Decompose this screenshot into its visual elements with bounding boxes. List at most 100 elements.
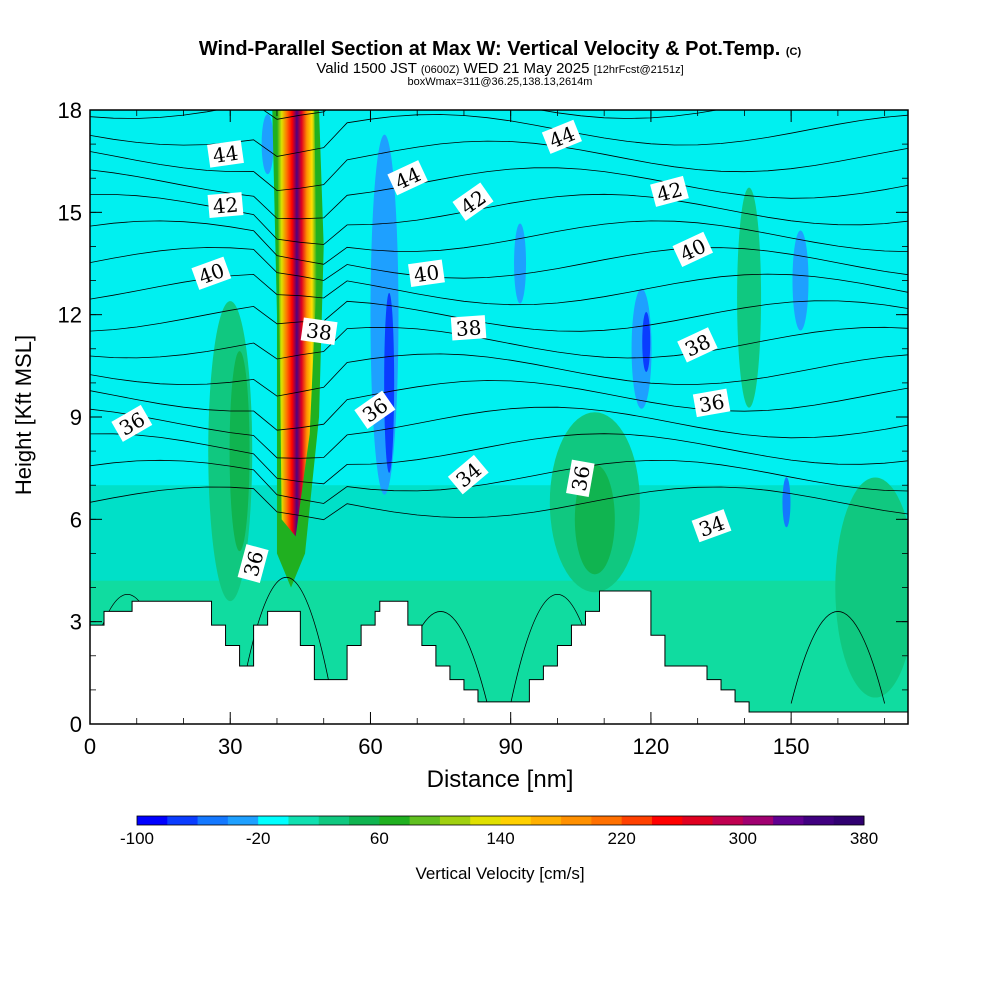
isentrope-label-box	[207, 140, 244, 168]
colorbar-swatch	[651, 816, 683, 825]
colorbar-swatch	[773, 816, 804, 825]
isentrope-line	[90, 167, 908, 220]
field-layer	[90, 110, 908, 724]
isentrope-line	[790, 611, 886, 704]
y-tick-label: 3	[70, 610, 82, 635]
colorbar-swatch	[712, 816, 744, 825]
isentrope-line	[90, 459, 908, 504]
isentrope-label-text: 40	[412, 260, 441, 287]
isentrope-line	[90, 353, 908, 397]
colorbar-swatch	[530, 816, 562, 825]
isentrope-label: 36	[692, 388, 731, 417]
colorbar-swatch	[379, 816, 411, 825]
valid-utc: (0600Z)	[420, 64, 460, 76]
isentrope-label: 36	[566, 459, 595, 498]
colorbar-tick-label: 300	[729, 829, 757, 848]
colorbar-tick-label: 220	[607, 829, 635, 848]
isentrope-line	[90, 406, 908, 459]
isentrope-line	[239, 576, 334, 704]
isentrope-label-box	[387, 160, 428, 196]
colorbar-swatch	[470, 816, 501, 825]
colorbar-swatch	[803, 816, 835, 825]
colorbar-tick-label: -100	[120, 829, 154, 848]
isentrope-label-box	[541, 119, 582, 154]
valid-time-line: Valid 1500 JST (0600Z) WED 21 May 2025 […	[0, 60, 1000, 77]
isentrope-label: 40	[191, 256, 232, 290]
x-tick-label: 90	[498, 734, 522, 759]
isentrope-line	[90, 220, 908, 265]
isentrope-label-box	[191, 256, 232, 290]
colorbar-swatch	[500, 816, 532, 825]
colorbar-label: Vertical Velocity [cm/s]	[415, 864, 585, 883]
downdraft-small	[514, 223, 527, 304]
valid-date: WED 21 May 2025	[463, 60, 590, 77]
isentrope-label-box	[450, 315, 487, 341]
isentrope-label-text: 44	[211, 141, 240, 168]
colorbar-swatch	[833, 816, 865, 825]
isentrope-label: 44	[207, 140, 244, 168]
colorbar-tick-label: 380	[850, 829, 878, 848]
y-tick-label: 15	[58, 200, 82, 225]
isentrope-label: 38	[300, 317, 338, 345]
isentrope-label: 42	[207, 192, 244, 219]
forecast-info: [12hrFcst@2151z]	[593, 64, 684, 76]
isentrope-label-box	[650, 175, 689, 207]
downdraft-mid-core	[642, 311, 651, 372]
isentrope-line	[90, 300, 908, 332]
isentrope-label-text: 38	[305, 318, 334, 345]
colorbar-swatch	[137, 816, 168, 825]
isentrope-label-box	[677, 327, 718, 363]
downdraft-right	[792, 230, 809, 331]
isentrope-label-box	[408, 259, 445, 287]
isentrope-label-box	[207, 192, 244, 218]
isentrope-label-box	[452, 182, 494, 221]
colorbar-swatch	[258, 816, 289, 825]
x-tick-label: 150	[773, 734, 810, 759]
isentrope-label-text: 36	[567, 464, 595, 493]
isentrope-line	[90, 326, 908, 360]
colorbar-swatch	[288, 816, 320, 825]
downdraft-top	[261, 114, 274, 175]
isentrope-label: 38	[450, 315, 487, 341]
isentrope-label: 40	[408, 259, 445, 287]
chart-title: Wind-Parallel Section at Max W: Vertical…	[0, 38, 1000, 61]
green-region-right	[835, 477, 908, 698]
y-tick-label: 12	[58, 303, 82, 328]
isentrope-line	[90, 247, 908, 281]
colorbar: -100 -20 60 140 220 300 380	[120, 815, 878, 848]
isentrope-label-text: 42	[212, 192, 239, 218]
colorbar-swatch	[409, 816, 441, 825]
x-tick-label: 30	[218, 734, 242, 759]
colorbar-swatch	[561, 816, 592, 825]
y-tick-label: 0	[70, 712, 82, 737]
isentrope-line	[90, 380, 908, 431]
copyright-mark: (C)	[785, 46, 802, 58]
isentrope-label-text: 38	[455, 315, 482, 341]
colorbar-swatch	[682, 816, 714, 825]
x-tick-label: 120	[633, 734, 670, 759]
isentrope-label-box	[691, 509, 732, 543]
y-tick-label: 9	[70, 405, 82, 430]
isentrope-label-box	[672, 231, 714, 268]
downdraft-low	[782, 477, 791, 528]
updraft-core	[276, 110, 317, 537]
isentrope-label-text: 36	[697, 389, 726, 417]
isentrope-label-box	[237, 544, 269, 583]
colorbar-frame	[136, 815, 865, 826]
isentrope-line	[90, 486, 908, 521]
isentrope-label-box	[111, 404, 153, 442]
isentropes	[90, 110, 908, 704]
colorbar-tick-label: 140	[486, 829, 514, 848]
green-streak-right	[737, 187, 762, 408]
colorbar-tick-label: -20	[246, 829, 271, 848]
y-tick-label: 6	[70, 507, 82, 532]
colorbar-swatch	[167, 816, 199, 825]
x-tick-label: 0	[84, 734, 96, 759]
x-tick-label: 60	[358, 734, 382, 759]
colorbar-swatch	[591, 816, 623, 825]
title-main: Wind-Parallel Section at Max W: Vertical…	[198, 38, 781, 60]
isentrope-label-box	[354, 390, 396, 429]
colorbar-swatch	[318, 816, 350, 825]
